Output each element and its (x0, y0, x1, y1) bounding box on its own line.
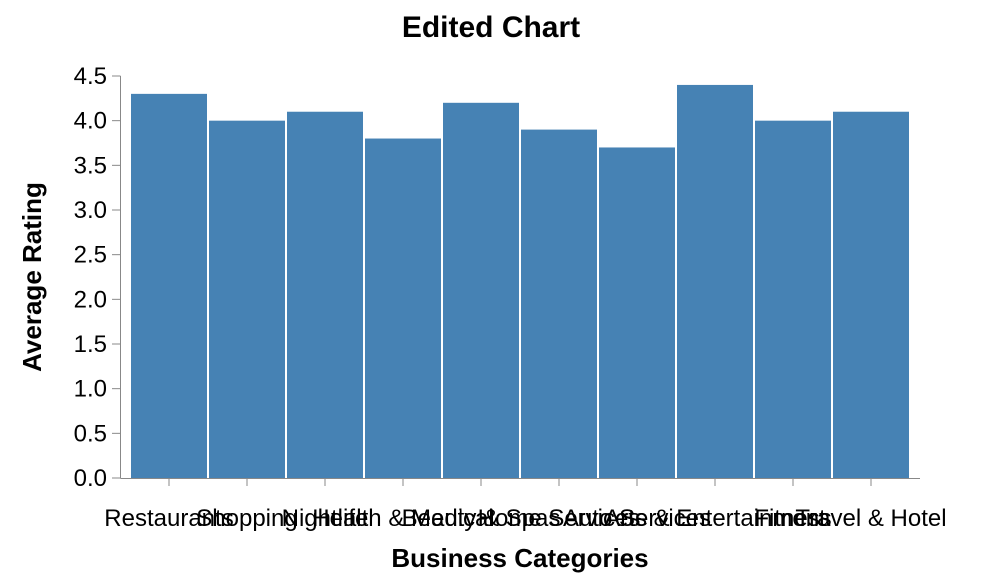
x-tick-label-5: Home Services (478, 505, 641, 532)
x-tick-label-1: Shopping (196, 505, 297, 532)
x-tick-label-4: Beauty & Spas (402, 505, 561, 532)
bar-0 (131, 93, 207, 478)
y-tick-label-3: 1.5 (74, 331, 107, 358)
y-axis-title: Average Rating (17, 182, 47, 372)
y-tick-label-9: 4.5 (74, 63, 107, 90)
y-tick-label-6: 3.0 (74, 197, 107, 224)
bar-2 (287, 111, 363, 478)
y-axis: 0.0 0.5 1.0 1.5 2.0 2.5 3.0 3.5 4.0 4.5 (74, 63, 121, 492)
y-tick-label-5: 2.5 (74, 242, 107, 269)
x-axis-title: Business Categories (391, 543, 648, 573)
bar-6 (599, 147, 675, 478)
x-tick-label-7: Arts & Entertainment (604, 505, 826, 532)
x-tick-label-2: Nightlife (282, 505, 369, 532)
bar-7 (677, 84, 753, 478)
bar-3 (365, 138, 441, 479)
y-tick-label-8: 4.0 (74, 108, 107, 135)
x-tick-label-6: Auto Services (563, 505, 711, 532)
x-tick-label-0: Restaurants (104, 505, 233, 532)
bars-group (131, 84, 909, 479)
y-tick-label-1: 0.5 (74, 420, 107, 447)
y-tick-label-2: 1.0 (74, 376, 107, 403)
y-tick-label-7: 3.5 (74, 152, 107, 179)
bar-8 (755, 120, 831, 479)
y-tick-label-0: 0.0 (74, 465, 107, 492)
bar-1 (209, 120, 285, 479)
bar-5 (521, 129, 597, 478)
x-tick-label-9: Travel & Hotel (795, 505, 946, 532)
y-tick-label-4: 2.0 (74, 286, 107, 313)
chart-title: Edited Chart (402, 11, 580, 44)
bar-9 (833, 111, 909, 478)
x-tick-label-3: Health & Medical (312, 505, 493, 532)
x-tick-label-8: Fitness (754, 505, 831, 532)
bar-4 (443, 102, 519, 479)
